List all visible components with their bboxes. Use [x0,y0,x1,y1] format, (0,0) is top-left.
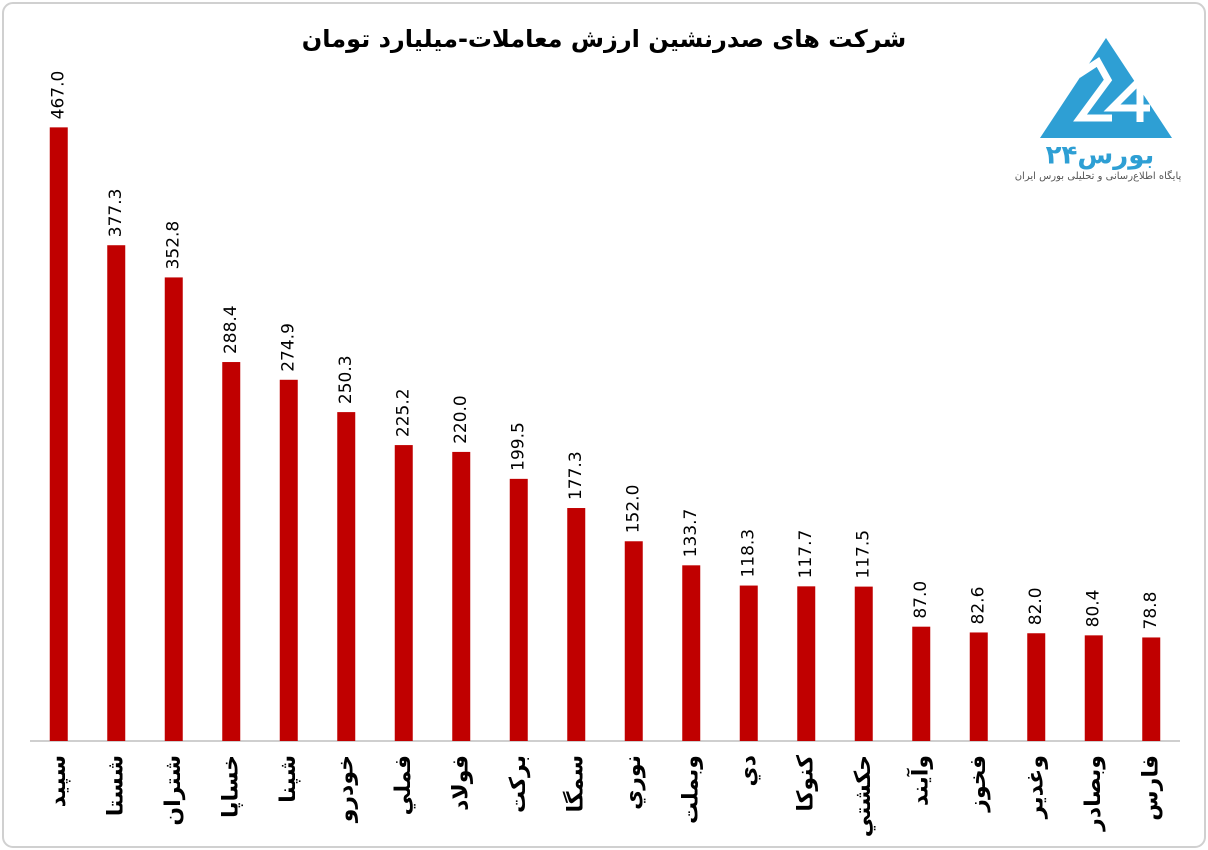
value-label: 78.8 [1141,592,1161,630]
bar [1027,633,1046,741]
logo-tagline: پایگاه اطلاع‌رسانی و تحلیلی بورس ایران [1015,170,1182,182]
logo-name: بورس۲۴ [1046,141,1155,171]
x-tick-label: فولاد [448,755,473,811]
bar [1084,635,1103,741]
bar [49,127,68,741]
value-label: 152.0 [624,485,644,534]
x-tick-label: وبملت [678,755,703,824]
value-label: 82.6 [969,587,989,625]
x-tick-label: نوري [621,755,646,810]
x-tick-label: وبصادر [1081,755,1106,832]
x-tick-label: برکت [506,755,531,813]
x-tick-label: کنوکا [793,755,818,812]
bar [509,478,528,741]
bar [567,508,586,741]
chart-title: شرکت های صدرنشین ارزش معاملات-میلیارد تو… [302,25,906,53]
x-tick-label: وآيند [905,755,933,806]
bar [222,362,241,741]
x-tick-label: شتران [161,755,186,826]
logo-two [1073,57,1113,122]
value-label: 250.3 [336,355,356,404]
value-label: 377.3 [106,189,126,238]
value-label: 288.4 [221,305,241,354]
bar [682,565,701,741]
bar [912,626,931,741]
logo: بورس۲۴ پایگاه اطلاع‌رسانی و تحلیلی بورس … [1015,38,1182,182]
value-label: 118.3 [739,529,759,578]
x-tick-label: وغدير [1023,755,1048,819]
value-label: 82.0 [1026,587,1046,625]
bar [624,541,643,741]
bar [797,586,816,741]
bar [854,586,873,741]
value-label: 117.7 [796,530,816,579]
bar [452,451,471,741]
bar [394,445,413,741]
x-tick-label: حکشتي [851,755,876,837]
x-tick-label: خساپا [218,755,243,818]
x-tick-label: دي [736,755,761,786]
x-tick-label: فارس [1138,755,1163,821]
bar [337,412,356,741]
bar [279,379,298,741]
value-label: 87.0 [911,581,931,619]
bar [969,632,988,741]
bar [1142,637,1161,741]
x-tick-label: فملي [391,755,416,815]
value-label: 225.2 [394,388,414,437]
value-label: 467.0 [49,71,69,120]
x-tick-label: سپید [46,755,71,807]
value-label: 80.4 [1084,589,1104,627]
x-tick-label: خودرو [333,755,358,823]
value-label: 117.5 [854,530,874,579]
value-label: 133.7 [681,509,701,558]
value-label: 220.0 [451,395,471,444]
bar [107,245,126,742]
x-tick-label: سمگا [561,755,588,812]
x-tick-label: شپنا [276,755,301,803]
logo-four [1103,71,1150,122]
x-tick-label: فخوز [966,755,991,813]
value-label: 274.9 [279,323,299,372]
bar [739,585,758,741]
bar [164,277,183,741]
x-tick-label: شستا [103,755,128,816]
value-label: 177.3 [566,451,586,500]
value-label: 199.5 [509,422,529,471]
value-label: 352.8 [164,221,184,270]
